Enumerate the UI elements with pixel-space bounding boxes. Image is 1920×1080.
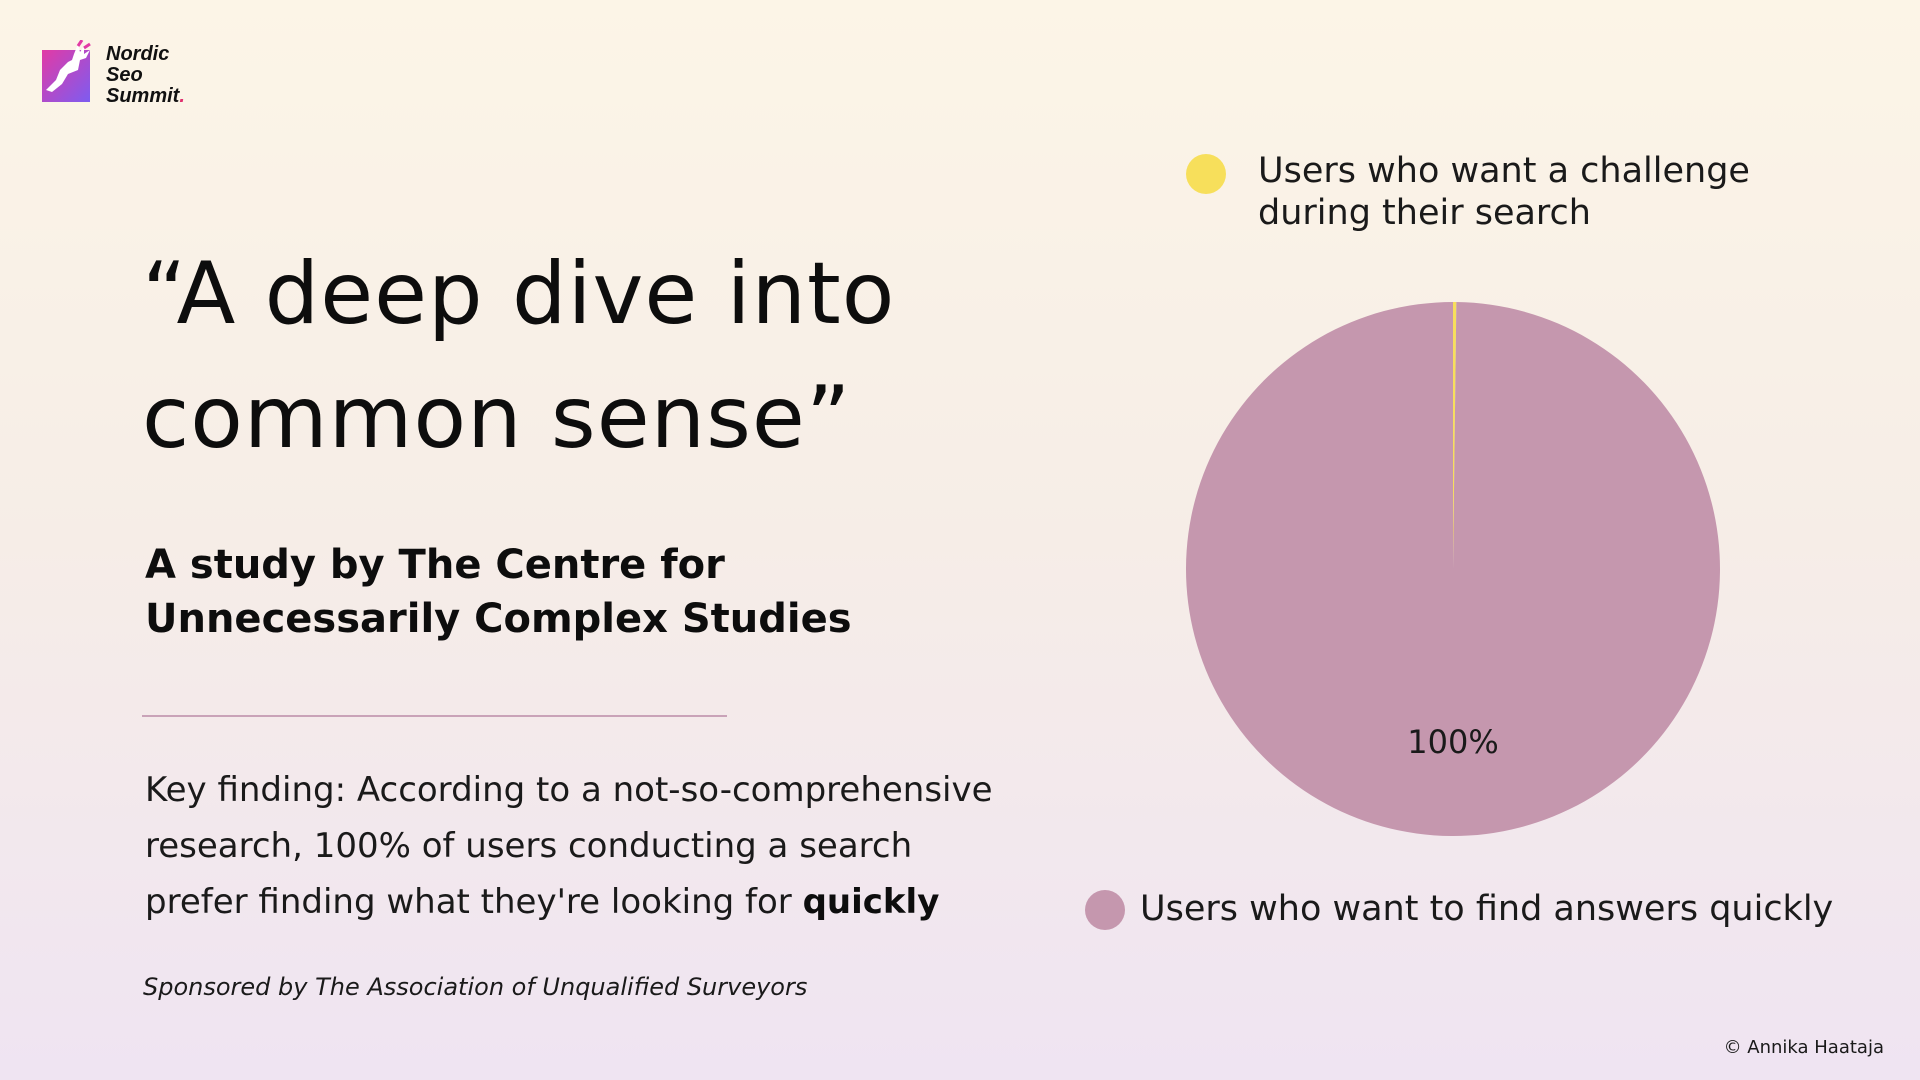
key-finding: Key finding: According to a not-so-compr… [145, 762, 1025, 930]
logo-dot: . [179, 85, 185, 107]
key-finding-text: Key finding: According to a not-so-compr… [145, 770, 993, 922]
pie-chart: 100% [1186, 302, 1720, 836]
pie-slice-0 [1453, 302, 1457, 569]
pie-slices [1186, 302, 1720, 836]
pie-slice-1 [1186, 302, 1720, 836]
legend-label-challenge: Users who want a challenge during their … [1258, 151, 1750, 233]
logo-line-1: Nordic [106, 43, 170, 65]
section-divider [142, 715, 727, 717]
legend-item-challenge: Users who want a challenge during their … [1186, 150, 1846, 234]
logo-wordmark: Nordic Seo Summit. [106, 44, 185, 107]
nordic-seo-summit-logo: Nordic Seo Summit. [38, 30, 188, 112]
pie-data-label: 100% [1407, 723, 1498, 761]
sponsor-note: Sponsored by The Association of Unqualif… [143, 973, 808, 1001]
study-subtitle: A study by The Centre for Unnecessarily … [145, 542, 852, 642]
logo-line-2: Seo [106, 64, 143, 86]
reindeer-logo-icon [42, 40, 91, 102]
legend-item-quickly: Users who want to find answers quickly [1085, 889, 1905, 930]
legend-swatch-challenge [1186, 154, 1226, 194]
key-finding-emphasis: quickly [802, 882, 940, 922]
logo-line-3: Summit [106, 85, 180, 107]
page-title: “A deep dive into common sense” [142, 244, 896, 468]
legend-label-quickly: Users who want to find answers quickly [1140, 889, 1834, 929]
legend-swatch-quickly [1085, 890, 1125, 930]
copyright-note: © Annika Haataja [1723, 1037, 1884, 1058]
